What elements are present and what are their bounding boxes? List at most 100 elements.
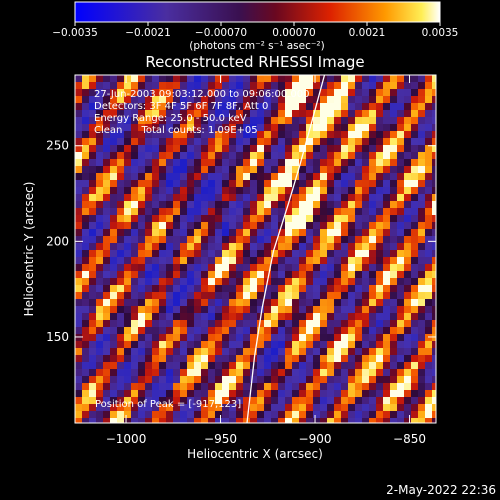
heatmap-cell bbox=[306, 194, 313, 201]
heatmap-cell bbox=[278, 411, 285, 418]
heatmap-cell bbox=[187, 201, 194, 208]
heatmap-cell bbox=[390, 117, 397, 124]
heatmap-cell bbox=[369, 173, 376, 180]
heatmap-cell bbox=[376, 243, 383, 250]
heatmap-cell bbox=[82, 348, 89, 355]
heatmap-cell bbox=[250, 397, 257, 404]
heatmap-cell bbox=[229, 159, 236, 166]
heatmap-cell bbox=[369, 257, 376, 264]
heatmap-cell bbox=[194, 306, 201, 313]
heatmap-cell bbox=[397, 404, 404, 411]
heatmap-cell bbox=[313, 222, 320, 229]
heatmap-cell bbox=[334, 411, 341, 418]
heatmap-cell bbox=[264, 418, 271, 423]
heatmap-cell bbox=[173, 166, 180, 173]
heatmap-cell bbox=[390, 369, 397, 376]
heatmap-cell bbox=[75, 278, 82, 285]
heatmap-cell bbox=[201, 306, 208, 313]
heatmap-cell bbox=[131, 383, 138, 390]
heatmap-cell bbox=[250, 229, 257, 236]
heatmap-cell bbox=[327, 222, 334, 229]
heatmap-cell bbox=[131, 271, 138, 278]
heatmap-cell bbox=[229, 313, 236, 320]
heatmap-cell bbox=[96, 264, 103, 271]
heatmap-cell bbox=[432, 264, 436, 271]
y-tick-label: 250 bbox=[46, 139, 69, 153]
heatmap-cell bbox=[390, 201, 397, 208]
heatmap-cell bbox=[320, 292, 327, 299]
heatmap-cell bbox=[159, 138, 166, 145]
heatmap-cell bbox=[243, 194, 250, 201]
heatmap-cell bbox=[313, 229, 320, 236]
heatmap-cell bbox=[418, 327, 425, 334]
heatmap-cell bbox=[145, 124, 152, 131]
heatmap-cell bbox=[82, 173, 89, 180]
heatmap-cell bbox=[229, 376, 236, 383]
heatmap-cell bbox=[194, 243, 201, 250]
heatmap-cell bbox=[271, 124, 278, 131]
heatmap-cell bbox=[418, 236, 425, 243]
heatmap-cell bbox=[138, 390, 145, 397]
heatmap-cell bbox=[215, 390, 222, 397]
heatmap-cell bbox=[285, 103, 292, 110]
heatmap-cell bbox=[362, 292, 369, 299]
heatmap-cell bbox=[201, 145, 208, 152]
heatmap-cell bbox=[208, 215, 215, 222]
heatmap-cell bbox=[264, 173, 271, 180]
heatmap-cell bbox=[362, 341, 369, 348]
heatmap-cell bbox=[327, 313, 334, 320]
heatmap-cell bbox=[369, 159, 376, 166]
heatmap-cell bbox=[341, 313, 348, 320]
heatmap-cell bbox=[89, 103, 96, 110]
heatmap-cell bbox=[397, 418, 404, 423]
heatmap-cell bbox=[145, 257, 152, 264]
heatmap-cell bbox=[89, 348, 96, 355]
heatmap-cell bbox=[138, 383, 145, 390]
heatmap-cell bbox=[257, 383, 264, 390]
heatmap-cell bbox=[201, 82, 208, 89]
heatmap-cell bbox=[96, 320, 103, 327]
heatmap-cell bbox=[271, 299, 278, 306]
heatmap-cell bbox=[313, 257, 320, 264]
heatmap-cell bbox=[327, 110, 334, 117]
heatmap-cell bbox=[173, 250, 180, 257]
heatmap-cell bbox=[180, 89, 187, 96]
heatmap-cell bbox=[383, 215, 390, 222]
heatmap-cell bbox=[299, 124, 306, 131]
heatmap-cell bbox=[110, 376, 117, 383]
heatmap-cell bbox=[257, 355, 264, 362]
heatmap-cell bbox=[404, 187, 411, 194]
heatmap-cell bbox=[201, 418, 208, 423]
heatmap-cell bbox=[194, 313, 201, 320]
heatmap-cell bbox=[313, 292, 320, 299]
heatmap-cell bbox=[243, 208, 250, 215]
heatmap-cell bbox=[236, 292, 243, 299]
heatmap-cell bbox=[334, 341, 341, 348]
heatmap-cell bbox=[397, 222, 404, 229]
heatmap-cell bbox=[222, 243, 229, 250]
heatmap-cell bbox=[264, 313, 271, 320]
heatmap-cell bbox=[131, 173, 138, 180]
heatmap-cell bbox=[348, 362, 355, 369]
heatmap-cell bbox=[229, 292, 236, 299]
heatmap-cell bbox=[145, 334, 152, 341]
heatmap-cell bbox=[306, 376, 313, 383]
heatmap-cell bbox=[145, 264, 152, 271]
heatmap-cell bbox=[355, 418, 362, 423]
heatmap-cell bbox=[124, 362, 131, 369]
heatmap-cell bbox=[208, 348, 215, 355]
annotation-energy-range: Energy Range: 25.0 - 50.0 keV bbox=[94, 113, 247, 124]
heatmap-cell bbox=[89, 334, 96, 341]
heatmap-cell bbox=[229, 327, 236, 334]
heatmap-cell bbox=[264, 229, 271, 236]
heatmap-cell bbox=[194, 110, 201, 117]
heatmap-cell bbox=[145, 299, 152, 306]
heatmap-cell bbox=[278, 201, 285, 208]
heatmap-cell bbox=[355, 89, 362, 96]
heatmap-cell bbox=[166, 82, 173, 89]
heatmap-cell bbox=[432, 110, 436, 117]
heatmap-cell bbox=[306, 173, 313, 180]
heatmap-cell bbox=[397, 327, 404, 334]
heatmap-cell bbox=[369, 117, 376, 124]
heatmap-cell bbox=[285, 320, 292, 327]
